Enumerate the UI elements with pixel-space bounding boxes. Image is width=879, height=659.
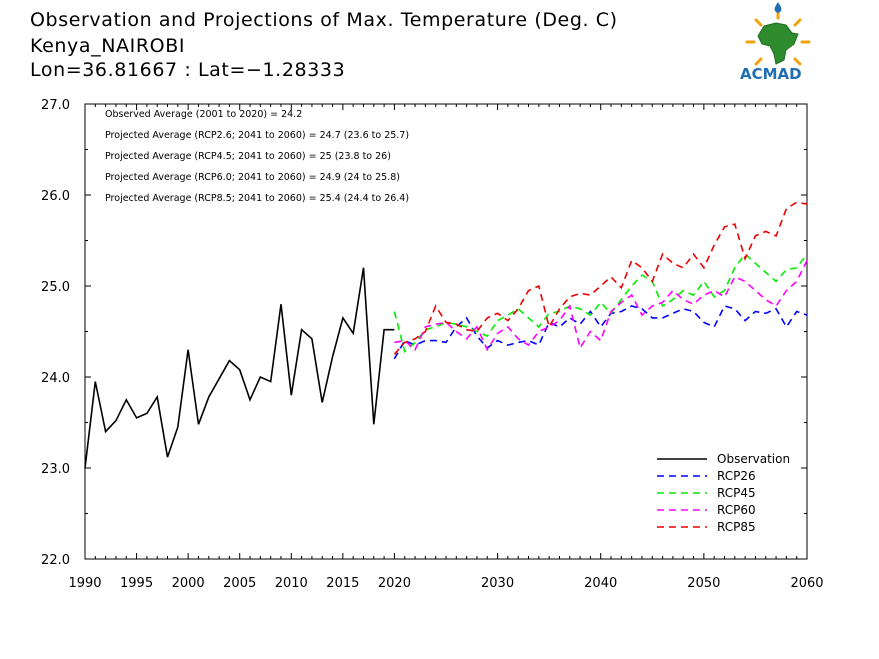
annotation-rcp60-average: Projected Average (RCP6.0; 2041 to 2060)… bbox=[105, 172, 400, 183]
x-tick-label: 2005 bbox=[223, 576, 256, 591]
annotation-rcp45-average: Projected Average (RCP4.5; 2041 to 2060)… bbox=[105, 151, 391, 162]
legend: Observation RCP26 RCP45 RCP60 RCP85 bbox=[657, 452, 790, 534]
series-layer bbox=[84, 201, 808, 469]
series-line-rcp26 bbox=[393, 305, 808, 360]
x-tick-label: 2030 bbox=[481, 576, 514, 591]
legend-label-observation: Observation bbox=[717, 452, 790, 466]
legend-label-rcp60: RCP60 bbox=[717, 503, 756, 517]
y-tick-label: 23.0 bbox=[41, 462, 70, 477]
x-tick-label: 2020 bbox=[378, 576, 411, 591]
annotations-block: Observed Average (2001 to 2020) = 24.2 P… bbox=[105, 109, 409, 204]
annotation-rcp26-average: Projected Average (RCP2.6; 2041 to 2060)… bbox=[105, 130, 409, 141]
acmad-africa-logo-icon bbox=[745, 2, 811, 66]
x-tick-label: 2010 bbox=[275, 576, 308, 591]
annotation-observed-average: Observed Average (2001 to 2020) = 24.2 bbox=[105, 109, 302, 120]
series-line-rcp85 bbox=[393, 201, 808, 355]
legend-label-rcp85: RCP85 bbox=[717, 520, 756, 534]
annotation-rcp85-average: Projected Average (RCP8.5; 2041 to 2060)… bbox=[105, 193, 409, 204]
location-coordinates: Lon=36.81667 : Lat=−1.28333 bbox=[30, 59, 345, 81]
series-line-observation bbox=[84, 267, 395, 469]
x-tick-label: 2060 bbox=[790, 576, 823, 591]
location-name: Kenya_NAIROBI bbox=[30, 35, 185, 57]
chart-title: Observation and Projections of Max. Temp… bbox=[30, 9, 618, 31]
x-tick-label: 1995 bbox=[120, 576, 153, 591]
axis-ticks: 22.0 23.0 24.0 25.0 26.0 27.0 1990 1995 2000 2005… bbox=[41, 98, 824, 591]
legend-label-rcp45: RCP45 bbox=[717, 486, 756, 500]
series-line-rcp45 bbox=[393, 252, 808, 353]
series-line-rcp60 bbox=[394, 260, 808, 352]
x-tick-label: 2050 bbox=[687, 576, 720, 591]
y-tick-label: 24.0 bbox=[41, 371, 70, 386]
y-tick-label: 27.0 bbox=[41, 98, 70, 113]
y-tick-label: 26.0 bbox=[41, 189, 70, 204]
x-tick-label: 2015 bbox=[326, 576, 359, 591]
acmad-logo-text: ACMAD bbox=[740, 65, 802, 83]
y-tick-label: 22.0 bbox=[41, 553, 70, 568]
x-tick-label: 1990 bbox=[68, 576, 101, 591]
legend-label-rcp26: RCP26 bbox=[717, 469, 756, 483]
y-tick-label: 25.0 bbox=[41, 280, 70, 295]
x-tick-label: 2040 bbox=[584, 576, 617, 591]
x-tick-label: 2000 bbox=[172, 576, 205, 591]
